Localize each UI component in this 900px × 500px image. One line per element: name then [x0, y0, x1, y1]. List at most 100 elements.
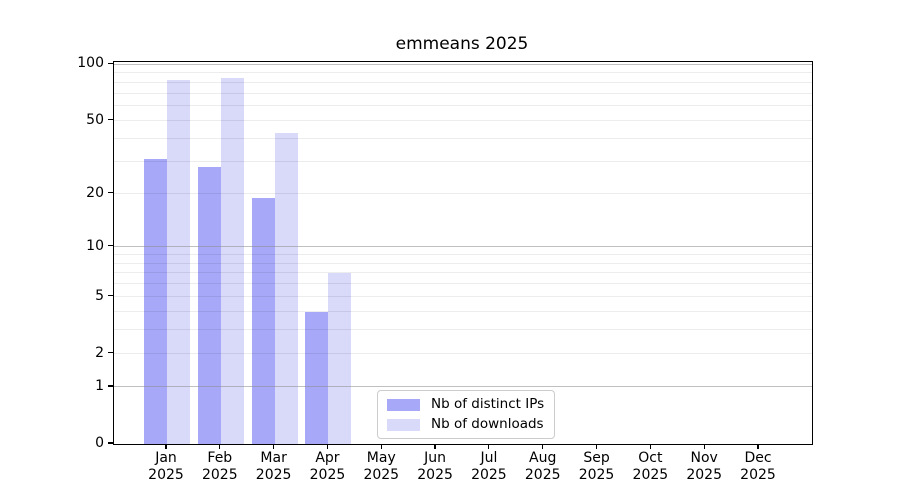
x-tick-month: Jun — [424, 450, 447, 466]
x-tick-year: 2025 — [524, 467, 561, 483]
x-tick-may — [380, 444, 382, 449]
x-tick-year: 2025 — [148, 467, 184, 483]
x-tick-month: Aug — [529, 450, 557, 466]
gridline-4 — [114, 311, 812, 313]
x-tick-year: 2025 — [686, 467, 722, 483]
gridline-80 — [114, 82, 812, 84]
y-tick-label-5: 5 — [95, 287, 104, 304]
bar-nb-of-downloads-apr — [328, 272, 352, 444]
legend: Nb of distinct IPs Nb of downloads — [377, 390, 556, 439]
bars-layer — [114, 62, 812, 444]
x-tick-mar — [273, 444, 275, 449]
gridline-7 — [114, 272, 812, 274]
x-tick-dec — [757, 444, 759, 449]
x-tick-apr — [326, 444, 329, 449]
legend-swatch-downloads — [387, 418, 420, 431]
gridline-5 — [114, 296, 812, 298]
bar-nb-of-downloads-jan — [167, 79, 190, 444]
x-tick-feb — [219, 444, 221, 449]
gridline-20 — [114, 193, 812, 195]
x-tick-oct — [649, 444, 651, 449]
y-tick-label-2: 2 — [95, 344, 104, 361]
y-tick-100 — [108, 62, 113, 64]
gridline-50 — [114, 120, 812, 122]
y-tick-label-100: 100 — [77, 55, 104, 72]
x-tick-jul — [488, 444, 490, 449]
x-tick-label-apr: Apr 2025 — [295, 450, 359, 484]
x-tick-label-aug: Aug 2025 — [511, 450, 575, 484]
x-tick-month: Sep — [583, 450, 610, 466]
gridline-90 — [114, 72, 812, 74]
x-tick-aug — [542, 444, 544, 449]
y-tick-2 — [108, 352, 113, 354]
x-tick-month: Jan — [155, 450, 177, 466]
x-tick-month: Oct — [638, 450, 663, 466]
x-tick-label-may: May 2025 — [349, 450, 413, 484]
gridline-9 — [114, 254, 812, 256]
bar-nb-of-distinct-ips-mar — [251, 197, 275, 444]
x-tick-month: Jul — [480, 450, 498, 466]
x-tick-label-feb: Feb 2025 — [188, 450, 252, 484]
gridline-6 — [114, 283, 812, 285]
gridline-70 — [114, 92, 812, 94]
gridline-8 — [114, 262, 812, 264]
bar-nb-of-distinct-ips-apr — [305, 311, 329, 444]
x-tick-year: 2025 — [363, 467, 400, 483]
bar-nb-of-downloads-mar — [274, 132, 298, 444]
x-tick-label-nov: Nov 2025 — [672, 450, 736, 484]
x-tick-label-dec: Dec 2025 — [726, 450, 790, 484]
grid-layer — [114, 62, 812, 444]
legend-swatch-distinct-ips — [387, 398, 420, 411]
y-tick-label-0: 0 — [95, 435, 104, 451]
y-tick-1 — [108, 385, 113, 387]
legend-item-distinct-ips: Nb of distinct IPs — [387, 397, 544, 412]
y-tick-label-20: 20 — [86, 184, 104, 201]
x-tick-label-oct: Oct 2025 — [618, 450, 682, 484]
x-tick-year: 2025 — [471, 467, 507, 483]
legend-label-distinct-ips: Nb of distinct IPs — [431, 396, 545, 412]
gridline-30 — [114, 161, 812, 163]
y-tick-label-50: 50 — [86, 111, 104, 128]
x-tick-label-jan: Jan 2025 — [134, 450, 198, 484]
y-tick-label-10: 10 — [86, 237, 104, 254]
y-tick-10 — [108, 245, 113, 247]
x-tick-month: Apr — [315, 450, 340, 466]
x-tick-year: 2025 — [309, 467, 346, 483]
x-tick-label-jul: Jul 2025 — [457, 450, 521, 484]
x-tick-month: Mar — [260, 450, 287, 466]
x-tick-month: Feb — [207, 450, 233, 466]
gridline-1 — [114, 386, 812, 388]
x-tick-month: Nov — [690, 450, 718, 466]
x-tick-nov — [703, 444, 705, 449]
legend-item-downloads: Nb of downloads — [387, 417, 544, 432]
y-tick-5 — [108, 295, 113, 297]
x-tick-year: 2025 — [417, 467, 453, 483]
plot-area — [113, 61, 813, 445]
x-tick-jun — [434, 444, 436, 449]
x-tick-month: May — [366, 450, 396, 466]
gridline-40 — [114, 138, 812, 140]
gridline-60 — [114, 105, 812, 107]
gridline-10 — [114, 246, 812, 248]
gridline-100 — [114, 63, 812, 65]
x-tick-year: 2025 — [578, 467, 615, 483]
x-tick-year: 2025 — [255, 467, 292, 483]
x-tick-label-mar: Mar 2025 — [242, 450, 306, 484]
x-tick-sep — [595, 444, 598, 449]
x-tick-label-jun: Jun 2025 — [403, 450, 467, 484]
gridline-2 — [114, 353, 812, 355]
x-tick-year: 2025 — [201, 467, 238, 483]
y-tick-20 — [108, 191, 113, 194]
x-tick-jan — [165, 444, 167, 449]
x-tick-year: 2025 — [632, 467, 669, 483]
y-tick-0 — [108, 442, 113, 444]
x-tick-month: Dec — [744, 450, 772, 466]
bar-nb-of-distinct-ips-jan — [144, 158, 167, 444]
chart-title: emmeans 2025 — [395, 34, 529, 54]
y-tick-50 — [108, 119, 113, 121]
legend-label-downloads: Nb of downloads — [431, 416, 544, 432]
x-tick-year: 2025 — [740, 467, 776, 483]
bar-nb-of-downloads-feb — [220, 77, 244, 444]
gridline-3 — [114, 329, 812, 331]
